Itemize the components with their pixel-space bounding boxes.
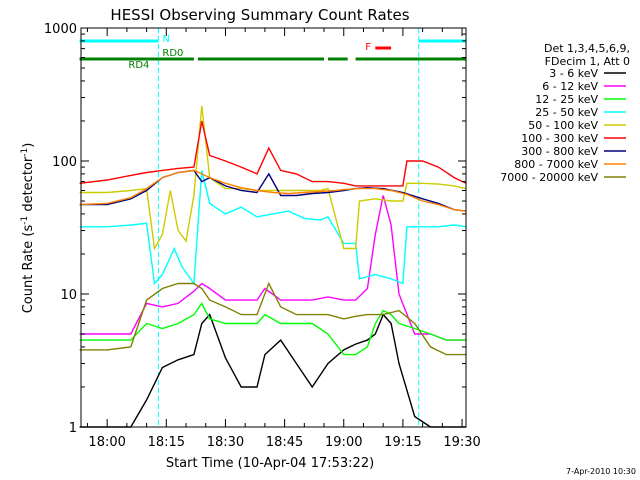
legend-label: 12 - 25 keV bbox=[535, 93, 598, 106]
legend-label: 800 - 7000 keV bbox=[514, 158, 598, 171]
y-axis-label-text: ) bbox=[21, 143, 36, 148]
legend-header: FDecim 1, Att 0 bbox=[545, 55, 630, 68]
status-bar-label: N bbox=[162, 34, 169, 45]
series-line bbox=[79, 170, 467, 286]
series-line bbox=[79, 169, 467, 212]
x-axis-ticks: 18:00 18:15 18:30 18:45 19:00 19:15 19:30 bbox=[86, 28, 481, 450]
series-line bbox=[79, 105, 467, 251]
series-line bbox=[79, 120, 467, 187]
y-axis-label: Count Rate (s-1 detector-1) bbox=[20, 143, 36, 314]
y-axis-ticks: 1 10 100 1000 bbox=[44, 22, 466, 436]
series-line bbox=[79, 313, 466, 428]
y-axis-label-text: detector bbox=[21, 156, 36, 216]
y-axis-label-sup: -1 bbox=[20, 148, 30, 157]
y-axis-label-text: Count Rate (s bbox=[21, 225, 36, 314]
plot-area: N F RD0 RD4 bbox=[79, 28, 467, 428]
legend-label: 25 - 50 keV bbox=[535, 106, 598, 119]
status-bar-label: RD4 bbox=[128, 60, 149, 71]
x-tick-label: 18:00 bbox=[88, 435, 125, 450]
x-tick-label: 18:30 bbox=[207, 435, 244, 450]
status-bar-label: RD0 bbox=[162, 48, 183, 59]
x-tick-label: 19:30 bbox=[443, 435, 480, 450]
y-tick-label: 1000 bbox=[44, 22, 77, 37]
legend-label: 7000 - 20000 keV bbox=[500, 171, 598, 184]
plot-frame bbox=[80, 27, 467, 428]
series-line bbox=[79, 302, 466, 356]
legend-header: Det 1,3,4,5,6,9, bbox=[544, 42, 630, 55]
legend-label: 100 - 300 keV bbox=[521, 132, 598, 145]
legend-label: 300 - 800 keV bbox=[521, 145, 598, 158]
legend-label: 50 - 100 keV bbox=[528, 119, 598, 132]
chart-title: HESSI Observing Summary Count Rates bbox=[110, 6, 409, 24]
legend: Det 1,3,4,5,6,9,FDecim 1, Att 03 - 6 keV… bbox=[500, 42, 630, 184]
y-tick-label: 10 bbox=[60, 288, 77, 303]
y-tick-label: 1 bbox=[69, 421, 77, 436]
y-axis-label-sup: -1 bbox=[20, 216, 30, 225]
series-line bbox=[79, 281, 466, 356]
x-tick-label: 18:45 bbox=[266, 435, 303, 450]
x-tick-label: 19:15 bbox=[384, 435, 421, 450]
legend-label: 6 - 12 keV bbox=[542, 80, 598, 93]
y-tick-label: 100 bbox=[52, 155, 77, 170]
legend-label: 3 - 6 keV bbox=[549, 67, 598, 80]
x-tick-label: 18:15 bbox=[148, 435, 185, 450]
series-line bbox=[79, 195, 466, 341]
status-bar-label: F bbox=[365, 42, 371, 53]
x-tick-label: 19:00 bbox=[325, 435, 362, 450]
footer-timestamp: 7-Apr-2010 10:30 bbox=[566, 467, 636, 476]
x-axis-label: Start Time (10-Apr-04 17:53:22) bbox=[166, 456, 374, 471]
